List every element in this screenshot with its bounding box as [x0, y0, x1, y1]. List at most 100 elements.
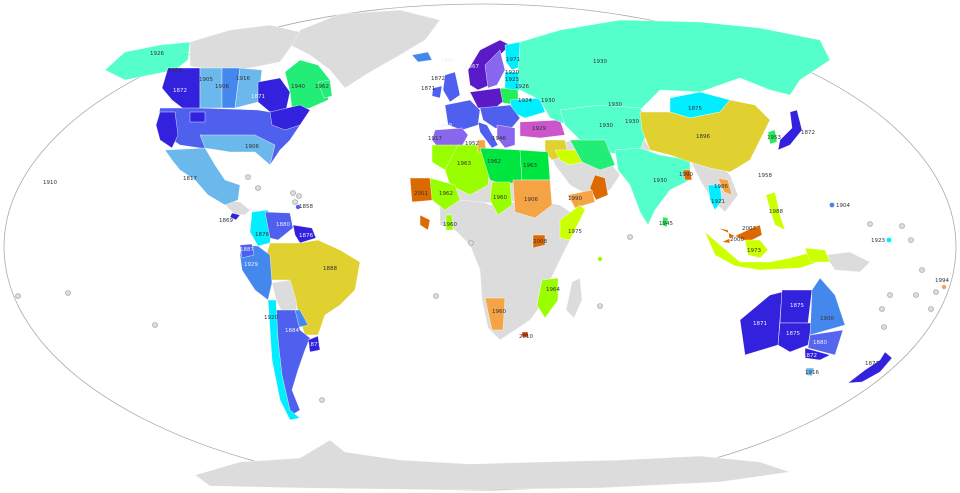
label-queensland: 1900 — [820, 316, 834, 322]
region-iceland — [411, 51, 433, 63]
region-sri-lanka — [661, 216, 669, 228]
antarctica — [194, 439, 791, 491]
region-western-australia — [739, 291, 783, 356]
region-india — [614, 147, 691, 226]
label-kazakhstan: 1930 — [608, 102, 622, 108]
label-china: 1896 — [696, 134, 710, 140]
region-usa-northeast — [269, 104, 311, 131]
label-kyrgyzstan: 1930 — [625, 119, 639, 125]
label-uzbekistan: 1930 — [599, 123, 613, 129]
region-liberia — [419, 214, 431, 231]
region-usa-west — [155, 111, 179, 149]
label-northern-territory: 1875 — [790, 303, 804, 309]
label-mexico: 1817 — [183, 176, 197, 182]
label-india: 1930 — [653, 178, 667, 184]
island-marker — [886, 237, 892, 243]
label-british-columbia: 1872 — [173, 88, 187, 94]
region-newfoundland — [317, 79, 333, 99]
island-marker — [597, 303, 603, 309]
label-mauritania: 2001 — [414, 191, 428, 197]
label-finland: 1971 — [506, 57, 520, 63]
label-lithuania: 1926 — [515, 84, 529, 90]
region-russia — [517, 19, 831, 129]
label-kiribati: 1923 — [871, 238, 885, 244]
island-marker — [627, 234, 633, 240]
label-ecuador: 1887 — [240, 247, 254, 253]
region-mali — [429, 177, 461, 211]
label-newfoundland: 1962 — [315, 84, 329, 90]
region-uganda — [532, 234, 546, 249]
region-queensland — [809, 277, 846, 336]
region-chile — [267, 299, 301, 421]
label-korea: 1953 — [767, 135, 781, 141]
label-western-australia: 1871 — [753, 321, 767, 327]
label-guianas: 1876 — [299, 233, 313, 239]
label-ireland: 1871 — [421, 86, 435, 92]
region-wyoming — [189, 111, 206, 123]
label-samoa: 1994 — [935, 278, 949, 284]
label-barbados: 1858 — [299, 204, 313, 210]
region-philippines — [765, 191, 786, 231]
label-sudan: 1906 — [524, 197, 538, 203]
island-marker — [292, 199, 298, 205]
region-korea — [767, 129, 778, 145]
region-ghana — [445, 214, 454, 231]
label-hawaii: 1910 — [43, 180, 57, 186]
label-latvia: 1923 — [505, 77, 519, 83]
region-borneo — [744, 239, 769, 259]
region-malaysia — [717, 224, 763, 244]
label-namibia: 1960 — [492, 309, 506, 315]
region-venezuela — [264, 211, 294, 241]
region-sudan — [512, 179, 553, 219]
region-usa-south — [199, 134, 276, 166]
region-sweden — [484, 49, 506, 89]
label-south-australia: 1875 — [786, 331, 800, 337]
region-arabia-north — [554, 149, 583, 166]
label-alaska: 1926 — [150, 51, 164, 57]
year-labels: 1926 1872 1905 1906 1916 1871 1940 1962 … — [43, 51, 949, 376]
region-nsw — [807, 329, 844, 356]
island-marker — [913, 292, 919, 298]
island-marker — [597, 256, 603, 262]
island-marker — [941, 284, 947, 290]
island-marker — [245, 174, 251, 180]
region-costa-rica — [229, 212, 241, 221]
label-japan: 1872 — [801, 130, 815, 136]
label-tasmania: 1916 — [805, 370, 819, 376]
label-quebec: 1940 — [291, 84, 305, 90]
label-mongolia: 1875 — [688, 106, 702, 112]
label-libya: 1962 — [487, 159, 501, 165]
label-greece: 1946 — [492, 136, 506, 142]
label-ukraine: 1924 — [518, 98, 532, 104]
island-marker — [433, 293, 439, 299]
region-ecuador — [239, 243, 255, 259]
label-uganda: 2008 — [533, 239, 547, 245]
island-marker — [928, 306, 934, 312]
label-bangladesh: 1990 — [679, 172, 693, 178]
region-balkans — [496, 124, 516, 149]
label-saskatchewan: 1906 — [215, 84, 229, 90]
island-marker — [887, 292, 893, 298]
region-mozambique — [536, 277, 559, 319]
region-guianas — [292, 224, 317, 244]
island-marker — [899, 223, 905, 229]
label-taiwan: 1958 — [758, 173, 772, 179]
label-ghana: 1960 — [443, 222, 457, 228]
label-new-zealand: 1877 — [865, 361, 879, 367]
region-china — [639, 99, 771, 173]
island-marker — [468, 240, 474, 246]
label-spain: 1849 — [438, 123, 452, 129]
label-sarawak: 2000 — [730, 237, 744, 243]
island-marker — [919, 267, 925, 273]
region-yemen — [567, 189, 596, 209]
label-peru: 1929 — [244, 262, 258, 268]
label-estonia: 1920 — [505, 70, 519, 76]
label-mozambique: 1964 — [546, 287, 560, 293]
region-uk — [442, 71, 461, 103]
label-mali: 1962 — [439, 191, 453, 197]
label-chad: 1960 — [493, 195, 507, 201]
region-ireland — [431, 85, 443, 99]
region-lesotho — [521, 331, 529, 338]
region-namibia — [484, 297, 506, 331]
